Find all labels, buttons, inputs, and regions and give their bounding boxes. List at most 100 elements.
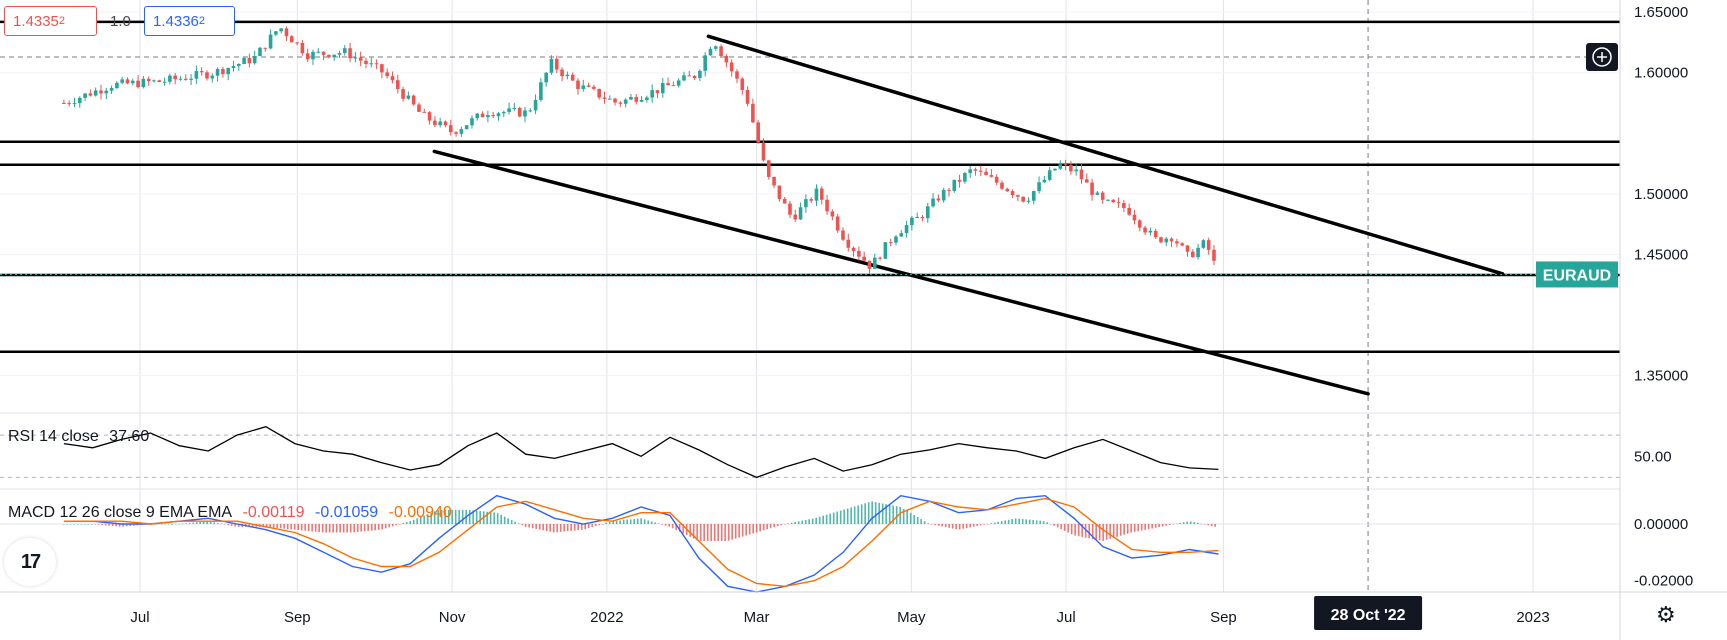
time-axis-tick: 2022 [590,609,623,626]
macd-histogram-bar [1193,522,1195,524]
macd-histogram-bar [83,524,86,525]
macd-histogram-bar [720,524,723,541]
macd-histogram-bar [108,524,110,526]
macd-histogram-bar [1137,524,1139,532]
candle-body [72,103,77,105]
macd-histogram-bar [206,521,208,524]
candle-body [1132,214,1137,221]
macd-histogram-bar [1144,524,1146,530]
macd-histogram-bar [1116,524,1118,537]
macd-histogram-bar [654,522,656,524]
candle-body [857,250,861,257]
candle-body [104,90,109,94]
candle-body [1111,199,1116,203]
candle-body [141,78,146,88]
candle-body [1122,203,1126,208]
candle-body [226,68,230,75]
price-axis-tick: 1.35000 [1634,368,1688,385]
candle-body [549,58,554,73]
macd-histogram-bar [1014,518,1017,524]
rsi-legend-value: 37.60 [109,428,150,445]
candle-body [130,80,135,84]
macd-histogram-bar [164,524,166,525]
macd-histogram-bar [293,524,296,530]
candle-body [215,68,220,76]
price-axis-tick: 1.45000 [1634,246,1688,263]
macd-histogram-bar [332,524,334,533]
macd-histogram-bar [234,524,236,527]
macd-histogram-bar [1039,520,1041,524]
macd-histogram-bar [1053,524,1055,526]
rsi-legend[interactable]: RSI 14 close 37.60 [8,428,155,446]
candle-body [501,112,506,114]
candle-body [984,171,988,176]
candle-body [846,239,851,248]
candle-body [1000,182,1004,189]
macd-histogram-bar [874,502,877,524]
candle-body [385,72,389,77]
macd-histogram-bar [209,521,212,524]
candle-body [639,99,644,102]
macd-histogram-bar [514,521,516,524]
macd-histogram-bar [468,510,471,524]
candle-body [358,57,363,61]
tradingview-logo[interactable]: 17 [4,538,56,586]
macd-histogram-bar [220,523,222,525]
macd-histogram-bar [545,524,548,531]
gear-icon[interactable]: ⚙ [1656,602,1676,627]
macd-histogram-bar [573,524,576,531]
macd-histogram-bar [388,524,390,528]
trend-line[interactable] [432,149,1370,396]
macd-histogram-bar [1000,521,1003,524]
candle-body [1159,237,1163,243]
candle-body [867,260,872,269]
macd-histogram-bar [391,524,394,527]
macd-histogram-bar [766,524,768,530]
macd-histogram-bar [1207,524,1209,526]
time-axis-tick: May [897,609,926,626]
ask-price-box[interactable]: 1.4336 2 [144,6,235,36]
candles [62,26,1216,274]
candle-body [1031,191,1036,201]
macd-histogram-bar [353,524,355,533]
candle-body [602,97,607,99]
macd-legend[interactable]: MACD 12 26 close 9 EMA EMA -0.00119 -0.0… [8,504,458,522]
macd-histogram-bar [650,521,653,524]
candle-body [586,85,591,87]
candle-body [607,98,612,100]
macd-histogram-bar [643,519,646,524]
macd-histogram-bar [370,524,373,531]
candle-body [1069,164,1073,172]
macd-histogram-bar [713,524,716,541]
macd-histogram-bar [706,524,709,541]
trend-line[interactable] [706,34,1505,276]
candle-body [835,216,840,231]
candle-body [173,75,177,80]
macd-histogram-bar [349,524,352,533]
macd-histogram-bar [314,524,317,532]
macd-histogram-bar [426,514,429,524]
ask-price: 1.4336 [153,12,199,30]
macd-histogram-bar [398,524,401,525]
macd-histogram-bar [503,516,506,524]
candle-body [470,118,474,126]
candle-body [751,103,755,123]
macd-histogram-bar [1109,524,1111,539]
macd-histogram-bar [832,512,835,524]
bid-price-box[interactable]: 1.4335 2 [4,6,97,36]
macd-histogram-bar [346,524,348,533]
candle-body [205,72,209,79]
candle-body [109,88,114,91]
candle-body [327,54,331,58]
macd-histogram-bar [1021,518,1024,524]
macd-histogram-bar [528,524,530,528]
macd-pane [0,494,1620,593]
candle-body [745,89,750,104]
candle-body [62,103,66,104]
candle-body [883,242,888,259]
candle-body [125,79,130,84]
macd-histogram-bar [160,524,163,525]
macd-histogram-bar [895,506,898,524]
macd-histogram-bar [1172,524,1174,525]
